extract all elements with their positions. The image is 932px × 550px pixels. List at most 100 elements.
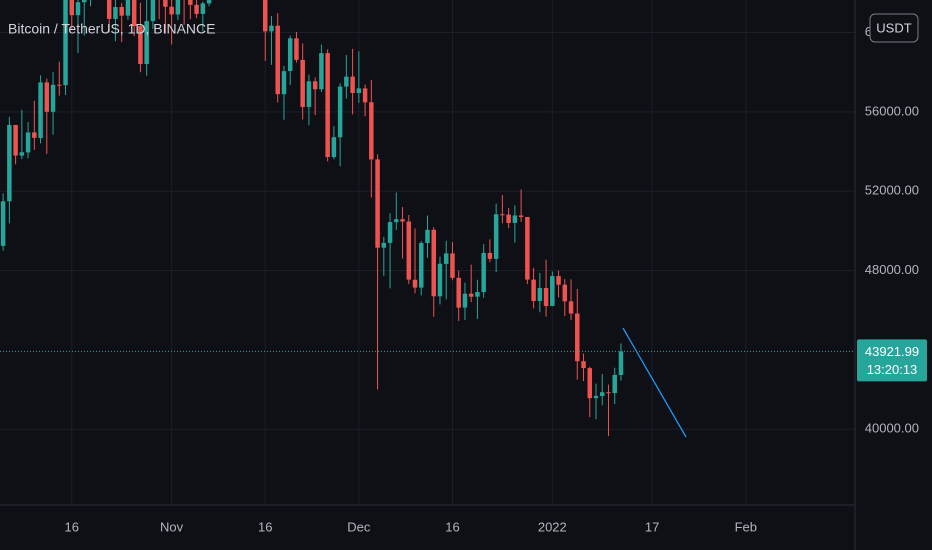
candle-body xyxy=(44,82,50,112)
candle-body xyxy=(337,86,343,138)
candle-body xyxy=(550,276,555,306)
candle-body xyxy=(531,279,536,302)
candle-body xyxy=(113,7,118,19)
candle-body xyxy=(287,38,293,72)
y-tick-label: 40000.00 xyxy=(865,421,919,436)
candle-body xyxy=(450,253,455,278)
candle-body xyxy=(468,293,474,297)
grid xyxy=(0,0,855,505)
candle-body xyxy=(425,229,430,243)
candle-body xyxy=(456,277,461,308)
candle-body xyxy=(606,392,611,394)
candle-body xyxy=(281,71,287,95)
candle-body xyxy=(575,313,580,362)
x-tick-label: 17 xyxy=(645,519,659,534)
candle-body xyxy=(419,242,424,288)
candle-body xyxy=(269,25,274,32)
chart-title: Bitcoin / TetherUS, 1D, BINANCE xyxy=(8,21,215,37)
candle-body xyxy=(82,0,87,3)
currency-badge[interactable] xyxy=(869,13,919,43)
candle-body xyxy=(275,25,280,95)
candle-body xyxy=(294,38,299,60)
candle-body xyxy=(188,0,193,5)
candle-body xyxy=(500,214,505,216)
candle-body xyxy=(406,221,412,280)
candle-body xyxy=(375,159,380,248)
x-tick-label: Nov xyxy=(160,519,184,534)
y-tick-label: 52000.00 xyxy=(865,183,919,198)
candle-body xyxy=(19,152,25,156)
candle-body xyxy=(618,351,624,375)
candle-body xyxy=(63,0,68,86)
candle-body xyxy=(437,263,443,297)
candle-body xyxy=(593,395,599,399)
last-price-box xyxy=(857,339,927,382)
candle-body xyxy=(144,21,149,65)
candle-body xyxy=(125,0,131,16)
candle-body xyxy=(543,288,549,306)
y-tick-label: 56000.00 xyxy=(865,103,919,118)
candle-body xyxy=(7,124,12,202)
candle-body xyxy=(206,0,212,4)
candle-body xyxy=(175,0,181,15)
candle-body xyxy=(150,0,156,22)
x-tick-label: Dec xyxy=(347,519,371,534)
candle-body xyxy=(106,0,112,19)
candle-body xyxy=(475,292,480,297)
candle-body xyxy=(462,293,468,308)
x-tick-label: Feb xyxy=(735,519,757,534)
candle-body xyxy=(131,0,137,27)
y-tick-label: 48000.00 xyxy=(865,262,919,277)
candle-body xyxy=(481,252,486,293)
candle-body xyxy=(518,215,524,217)
candle-body xyxy=(163,0,168,7)
x-tick-label: 16 xyxy=(65,519,79,534)
candle-body xyxy=(443,253,449,264)
candles xyxy=(0,0,624,437)
candle-body xyxy=(587,368,593,399)
candle-body xyxy=(487,252,493,259)
candle-body xyxy=(300,59,305,107)
candle-body xyxy=(381,242,387,248)
candle-body xyxy=(568,301,574,314)
candle-body xyxy=(169,6,174,15)
candle-body xyxy=(325,53,330,157)
candle-body xyxy=(262,0,268,32)
last-price-label: 43921.99 xyxy=(865,344,919,359)
candle-body xyxy=(0,201,6,246)
candle-body xyxy=(194,4,199,14)
candle-body xyxy=(25,132,31,153)
candle-body xyxy=(38,82,43,139)
candle-body xyxy=(599,392,605,396)
candle-body xyxy=(412,279,418,288)
candle-body xyxy=(362,88,368,103)
candle-body xyxy=(400,219,405,222)
candle-body xyxy=(319,53,324,90)
candle-body xyxy=(200,3,206,14)
candle-body xyxy=(331,137,337,158)
candle-body xyxy=(512,215,518,223)
candle-body xyxy=(356,88,362,94)
candle-body xyxy=(394,219,399,223)
candle-body xyxy=(50,84,56,112)
candle-body xyxy=(493,214,499,259)
candle-body xyxy=(562,284,568,302)
candle-body xyxy=(13,124,18,156)
candle-body xyxy=(32,132,37,138)
candle-body xyxy=(344,76,349,87)
currency-label: USDT xyxy=(876,20,911,35)
candle-body xyxy=(312,81,318,90)
candle-body xyxy=(581,361,586,369)
candle-body xyxy=(431,229,436,297)
candle-body xyxy=(612,374,617,394)
candle-body xyxy=(75,2,81,16)
candle-body xyxy=(369,102,374,160)
candle-body xyxy=(350,76,355,94)
candle-body xyxy=(525,216,530,280)
candle-body xyxy=(506,214,511,223)
trend-line[interactable] xyxy=(622,327,687,438)
candle-body xyxy=(556,276,561,285)
x-tick-label: 16 xyxy=(258,519,272,534)
